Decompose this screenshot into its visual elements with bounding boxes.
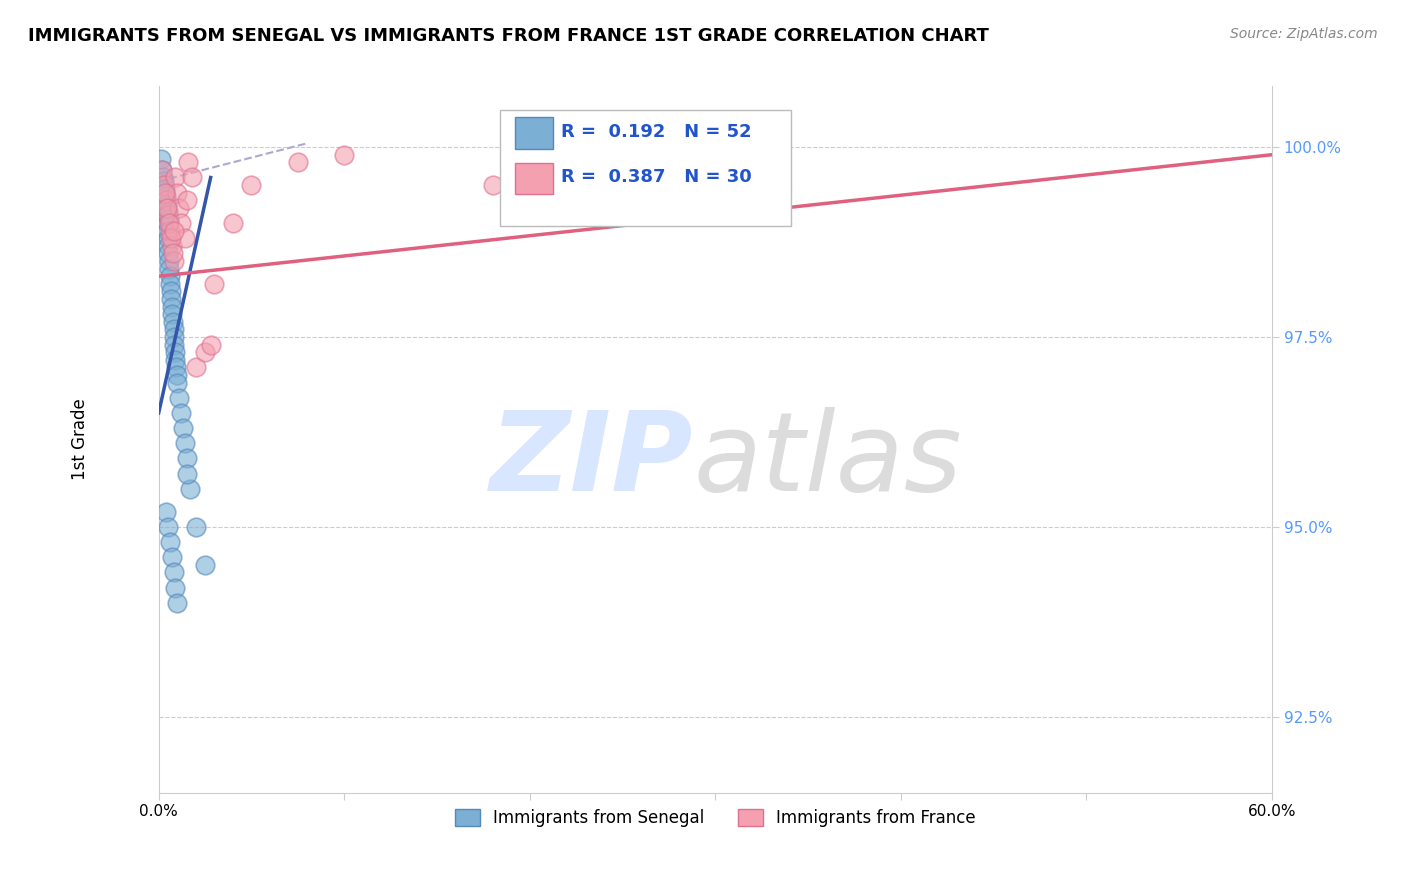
Point — [155, 209, 177, 223]
Point — [156, 197, 179, 211]
Point — [166, 596, 188, 610]
Point — [157, 254, 180, 268]
Point — [162, 254, 184, 268]
Point — [153, 186, 176, 200]
Point — [166, 368, 188, 382]
Point — [170, 216, 193, 230]
Point — [156, 216, 179, 230]
Point — [157, 216, 180, 230]
Point — [153, 174, 176, 188]
Point — [222, 216, 245, 230]
Point — [159, 285, 181, 299]
Point — [333, 147, 356, 161]
Point — [159, 269, 181, 284]
Point — [165, 581, 187, 595]
Text: Source: ZipAtlas.com: Source: ZipAtlas.com — [1230, 27, 1378, 41]
FancyBboxPatch shape — [501, 111, 792, 227]
Point — [156, 224, 179, 238]
Point — [162, 330, 184, 344]
Point — [153, 178, 176, 192]
Point — [167, 201, 190, 215]
Point — [173, 436, 195, 450]
Point — [162, 246, 184, 260]
Point — [184, 520, 207, 534]
Point — [166, 186, 188, 200]
Point — [179, 482, 201, 496]
Point — [165, 170, 187, 185]
FancyBboxPatch shape — [515, 163, 553, 194]
Point — [159, 292, 181, 306]
Point — [152, 162, 174, 177]
Point — [153, 182, 176, 196]
Point — [159, 224, 181, 238]
Point — [152, 170, 174, 185]
Point — [176, 467, 198, 481]
Point — [152, 162, 174, 177]
Point — [194, 345, 217, 359]
Point — [162, 322, 184, 336]
Point — [156, 201, 179, 215]
Point — [155, 189, 177, 203]
Legend: Immigrants from Senegal, Immigrants from France: Immigrants from Senegal, Immigrants from… — [449, 802, 983, 834]
Point — [481, 178, 503, 192]
Point — [155, 505, 177, 519]
Text: ZIP: ZIP — [489, 407, 693, 514]
Point — [160, 239, 183, 253]
Point — [194, 558, 217, 572]
Point — [156, 520, 179, 534]
Point — [155, 194, 177, 208]
Point — [177, 155, 200, 169]
Point — [166, 376, 188, 390]
Point — [156, 204, 179, 219]
Point — [157, 261, 180, 276]
Y-axis label: 1st Grade: 1st Grade — [72, 399, 89, 481]
Point — [184, 360, 207, 375]
Point — [153, 194, 176, 208]
Point — [240, 178, 263, 192]
Point — [200, 337, 222, 351]
Text: IMMIGRANTS FROM SENEGAL VS IMMIGRANTS FROM FRANCE 1ST GRADE CORRELATION CHART: IMMIGRANTS FROM SENEGAL VS IMMIGRANTS FR… — [28, 27, 988, 45]
Point — [150, 152, 173, 166]
Point — [153, 178, 176, 192]
Point — [170, 406, 193, 420]
Point — [162, 315, 184, 329]
Point — [160, 300, 183, 314]
Point — [155, 201, 177, 215]
FancyBboxPatch shape — [515, 118, 553, 148]
Point — [159, 277, 181, 291]
Point — [160, 307, 183, 321]
Point — [160, 550, 183, 565]
Point — [176, 451, 198, 466]
Point — [165, 352, 187, 367]
Point — [287, 155, 309, 169]
Point — [172, 421, 194, 435]
Point — [162, 566, 184, 580]
Point — [176, 194, 198, 208]
Point — [202, 277, 225, 291]
Point — [156, 246, 179, 260]
Point — [163, 224, 186, 238]
Point — [165, 360, 187, 375]
Point — [159, 231, 181, 245]
Point — [167, 391, 190, 405]
Point — [156, 239, 179, 253]
Point — [181, 170, 204, 185]
Point — [173, 231, 195, 245]
Text: R =  0.387   N = 30: R = 0.387 N = 30 — [561, 168, 751, 186]
Point — [156, 209, 179, 223]
Point — [159, 535, 181, 549]
Point — [163, 337, 186, 351]
Point — [165, 345, 187, 359]
Point — [157, 212, 180, 227]
Text: R =  0.192   N = 52: R = 0.192 N = 52 — [561, 122, 751, 141]
Text: atlas: atlas — [693, 407, 962, 514]
Point — [153, 186, 176, 200]
Point — [156, 231, 179, 245]
